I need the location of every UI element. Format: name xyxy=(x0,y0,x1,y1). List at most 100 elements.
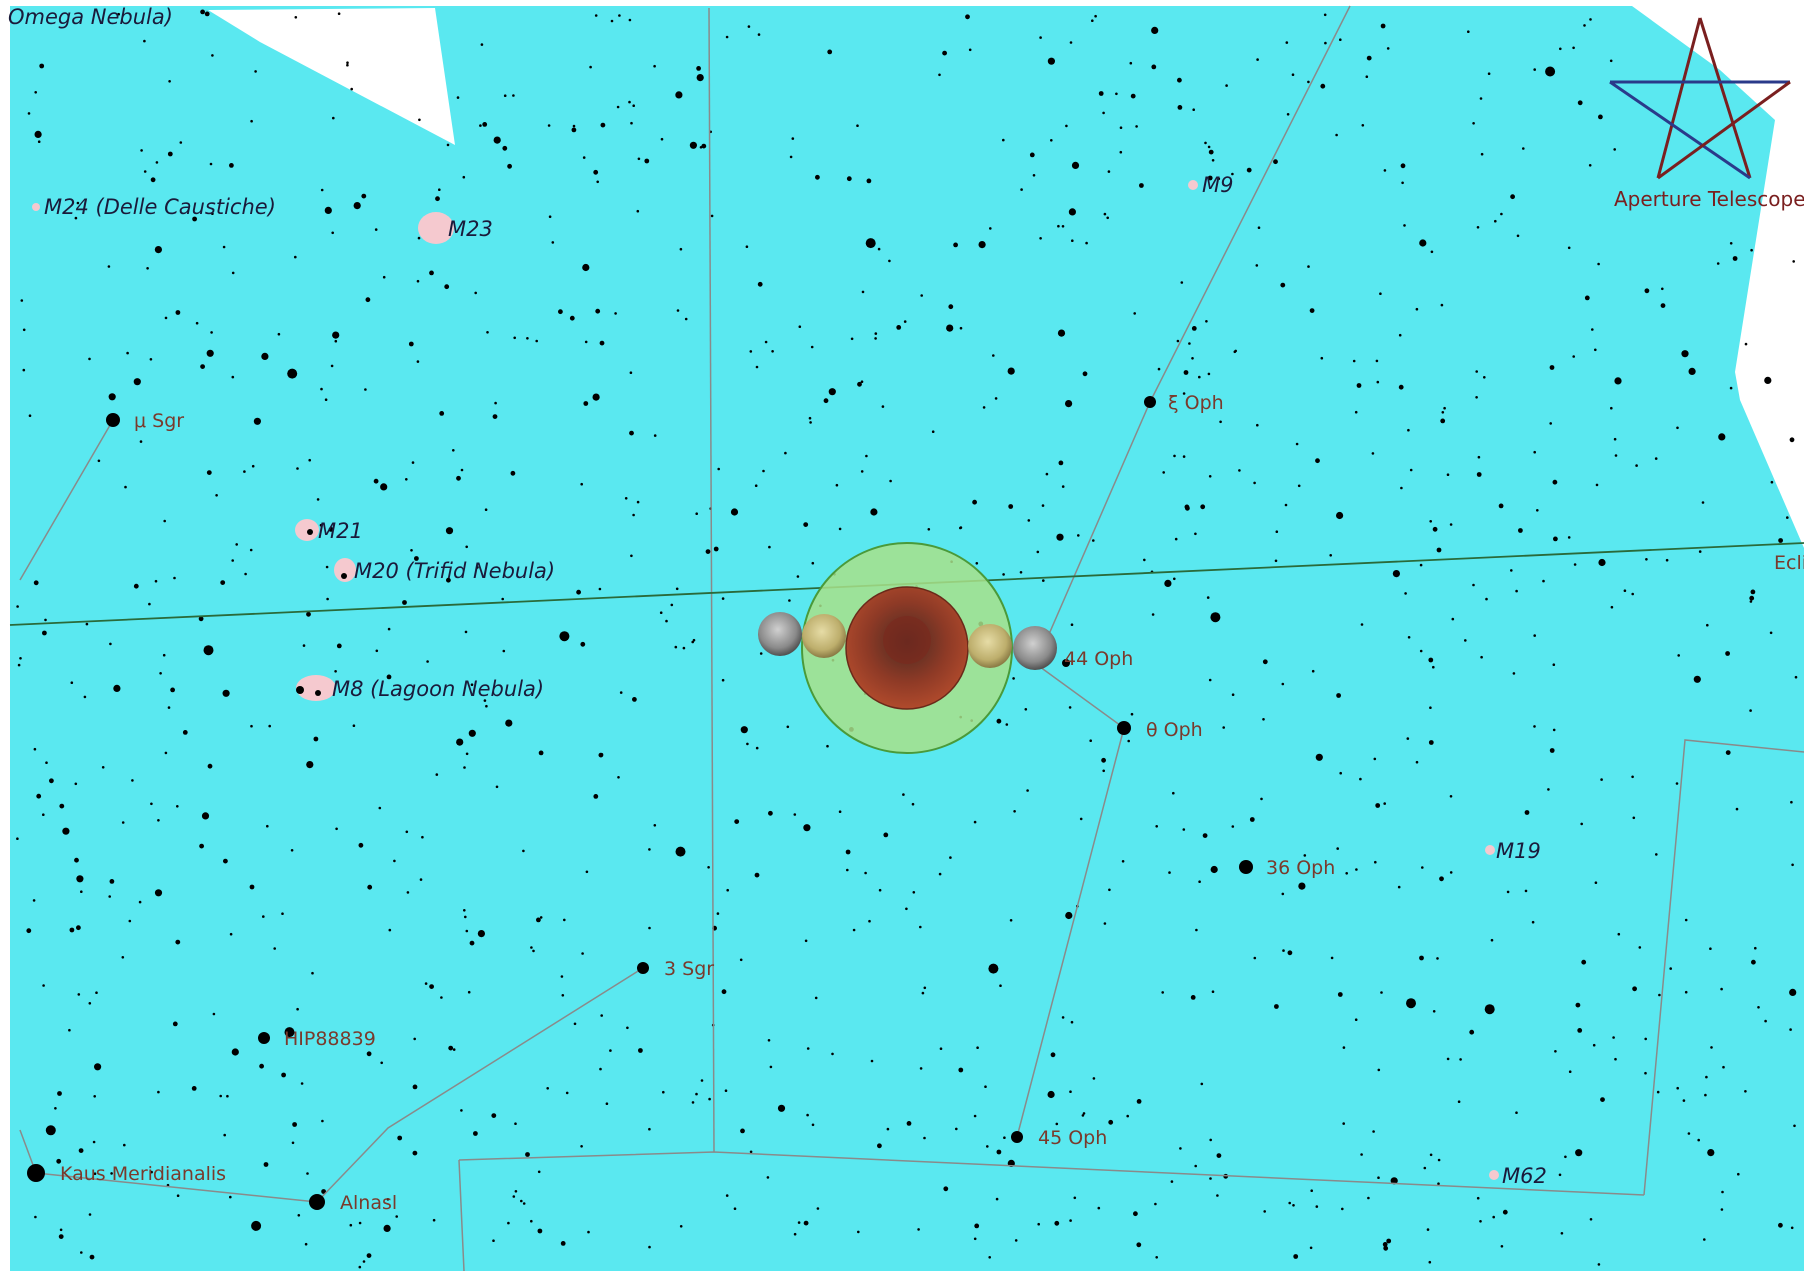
background-star xyxy=(1542,579,1545,583)
m21-marker xyxy=(295,519,319,541)
background-star xyxy=(1365,75,1369,78)
background-star xyxy=(191,1086,197,1091)
background-star xyxy=(1790,800,1793,804)
background-star xyxy=(1029,152,1035,158)
background-star xyxy=(1437,1158,1441,1162)
background-star xyxy=(1323,13,1327,17)
background-star xyxy=(1483,376,1486,379)
background-star xyxy=(1284,503,1288,507)
background-star xyxy=(617,776,620,779)
background-star xyxy=(1476,472,1482,477)
background-star xyxy=(1440,418,1446,424)
background-star xyxy=(619,691,623,694)
background-star xyxy=(1014,1239,1018,1242)
background-star xyxy=(1791,863,1794,867)
background-star xyxy=(948,304,954,310)
background-star xyxy=(1061,1016,1065,1019)
background-star xyxy=(1008,504,1014,509)
background-star xyxy=(768,810,773,816)
background-star xyxy=(1383,802,1386,805)
background-star xyxy=(148,602,151,606)
background-star xyxy=(1392,570,1400,578)
background-star xyxy=(1101,757,1106,763)
background-star xyxy=(1133,1211,1138,1217)
background-star xyxy=(1613,437,1617,441)
background-star xyxy=(1531,920,1535,924)
background-star xyxy=(1231,693,1235,696)
background-star xyxy=(653,434,657,437)
background-star xyxy=(1273,159,1278,165)
background-star xyxy=(212,1012,216,1016)
star-3-sgr xyxy=(637,962,649,974)
background-star xyxy=(1039,237,1042,240)
background-star xyxy=(1375,359,1379,363)
background-star xyxy=(1335,133,1338,137)
background-star xyxy=(595,308,601,314)
background-star xyxy=(109,879,115,884)
background-star xyxy=(1372,1130,1375,1133)
background-star xyxy=(1644,1071,1647,1075)
background-star xyxy=(27,112,31,115)
background-star xyxy=(201,812,210,820)
background-star xyxy=(281,1072,286,1078)
background-star xyxy=(755,365,759,369)
background-star xyxy=(1400,163,1406,169)
lunar-eclipse-path xyxy=(758,542,1057,754)
background-star xyxy=(1428,1260,1432,1264)
background-star xyxy=(1207,175,1213,181)
background-star xyxy=(700,1079,704,1082)
background-star xyxy=(806,1113,809,1117)
background-star xyxy=(1451,617,1455,621)
background-star xyxy=(465,752,469,756)
background-star xyxy=(835,483,839,487)
background-star xyxy=(1613,148,1616,151)
background-star xyxy=(852,928,856,932)
background-star xyxy=(1342,1122,1345,1125)
background-star xyxy=(121,956,125,959)
background-star xyxy=(203,645,214,656)
background-star xyxy=(1253,956,1257,960)
background-star xyxy=(273,947,277,950)
background-star xyxy=(380,1061,384,1065)
background-star xyxy=(598,587,602,591)
background-star xyxy=(482,122,488,127)
background-star xyxy=(159,672,162,675)
background-star xyxy=(864,871,867,875)
background-star xyxy=(1182,455,1186,458)
background-star xyxy=(306,611,311,617)
background-star xyxy=(745,245,749,248)
background-star xyxy=(874,337,877,340)
background-star xyxy=(32,899,36,902)
background-star xyxy=(210,331,213,334)
background-star xyxy=(1572,355,1575,358)
background-star xyxy=(624,497,628,500)
background-star xyxy=(17,663,21,667)
background-star xyxy=(1552,479,1558,485)
background-star xyxy=(326,597,329,601)
background-star xyxy=(37,140,41,143)
background-star xyxy=(598,752,604,758)
background-star xyxy=(740,726,748,734)
background-star xyxy=(302,644,306,647)
background-star xyxy=(609,1049,612,1052)
background-star xyxy=(503,94,507,97)
background-star xyxy=(1401,181,1404,185)
background-star xyxy=(1559,47,1562,51)
background-star xyxy=(1082,1112,1086,1115)
background-star xyxy=(350,87,354,91)
background-star xyxy=(1406,998,1416,1009)
background-star xyxy=(721,989,727,995)
background-star xyxy=(857,1230,860,1234)
background-star xyxy=(448,1045,454,1051)
label-xi-oph: ξ Oph xyxy=(1168,392,1224,414)
background-star xyxy=(1231,172,1234,176)
star-mu-sgr xyxy=(106,413,120,427)
background-star xyxy=(1057,329,1066,337)
background-star xyxy=(1065,400,1073,408)
background-star xyxy=(1307,265,1310,268)
background-star xyxy=(414,556,419,561)
background-star xyxy=(250,724,253,728)
background-star xyxy=(1441,411,1445,414)
background-star xyxy=(211,212,214,215)
